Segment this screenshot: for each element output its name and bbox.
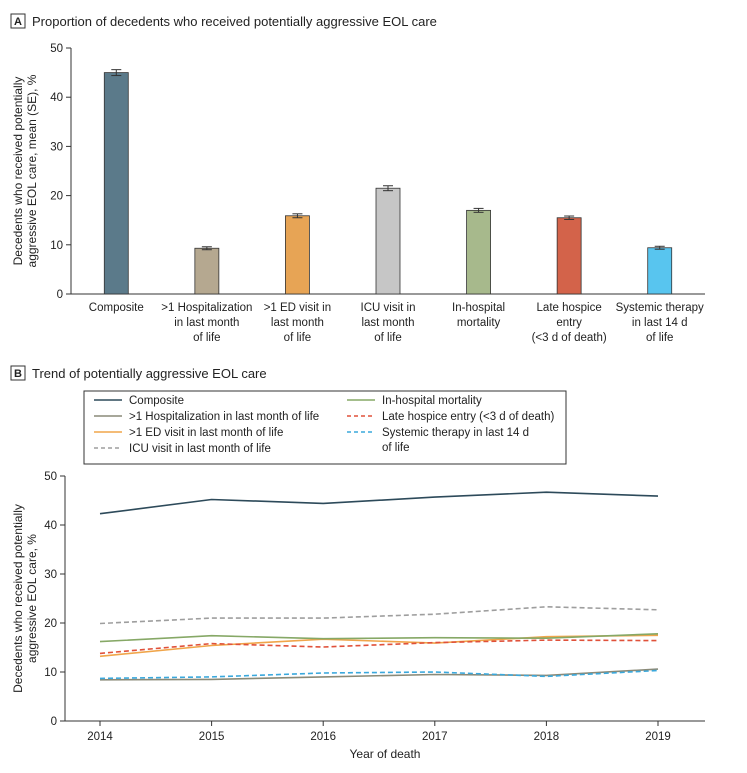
category-label: in last month [174, 317, 239, 329]
y-tick-label: 30 [44, 569, 57, 581]
bar-chart: 0 10 20 30 40 50 Decedents who received potent… [11, 43, 705, 344]
panel-a-title: Proportion of decedents who received pot… [32, 14, 437, 29]
x-tick-label: 2017 [422, 731, 448, 743]
category-label: (<3 d of death) [532, 332, 607, 344]
category-label: in last 14 d [632, 317, 688, 329]
legend-item: Late hospice entry (<3 d of death) [347, 411, 554, 423]
y-axis-label-line: aggressive EOL care, % [25, 534, 39, 663]
panel-b-header: B Trend of potentially aggressive EOL ca… [10, 365, 267, 381]
y-tick-label: 50 [44, 471, 57, 483]
legend-item: >1 Hospitalization in last month of life [94, 411, 319, 423]
y-tick-label: 20 [50, 191, 63, 203]
category-label: entry [556, 317, 582, 329]
bar-6 [556, 217, 582, 295]
panel-b-letter-box [10, 365, 26, 381]
y-tick-label: 0 [51, 716, 57, 728]
category-label: last month [271, 317, 324, 329]
panel-a-letter-box [10, 13, 26, 29]
category-label: last month [361, 317, 414, 329]
y-tick-label: 10 [50, 240, 63, 252]
x-tick-label: 2019 [645, 731, 671, 743]
category-label: of life [646, 332, 674, 344]
legend-item: In-hospital mortality [347, 395, 482, 407]
legend-label: Systemic therapy in last 14 d [382, 427, 529, 439]
category-label: Late hospice [537, 302, 602, 314]
category-label: of life [284, 332, 312, 344]
panel-a-letter: A [14, 16, 22, 28]
x-axis-label: Year of death [350, 747, 421, 761]
bar-7 [647, 247, 673, 295]
legend-label: >1 Hospitalization in last month of life [129, 411, 319, 423]
legend-item: ICU visit in last month of life [94, 443, 271, 455]
series-line-4 [99, 605, 659, 625]
y-axis-label-line: Decedents who received potentially [11, 77, 25, 266]
category-label: ICU visit in [361, 302, 416, 314]
y-axis-label: Decedents who received potentiallyaggres… [11, 504, 39, 693]
y-axis-label-line: Decedents who received potentially [11, 504, 25, 693]
y-tick-label: 20 [44, 618, 57, 630]
series-line-1 [99, 491, 659, 515]
series-line-2 [99, 668, 659, 681]
y-tick-label: 0 [57, 289, 63, 301]
y-axis-label: Decedents who received potentiallyaggres… [11, 74, 39, 267]
x-tick-label: 2018 [534, 731, 560, 743]
category-label: >1 Hospitalization [161, 302, 252, 314]
series-line-3 [99, 634, 659, 658]
legend-item: Composite [94, 395, 184, 407]
bar-5 [466, 209, 491, 295]
panel-b-letter: B [14, 368, 22, 380]
legend-label: ICU visit in last month of life [129, 443, 271, 455]
category-label: mortality [457, 317, 501, 329]
x-tick-label: 2016 [310, 731, 336, 743]
series-line-5 [99, 633, 659, 643]
legend-item: >1 ED visit in last month of life [94, 427, 283, 439]
bar-2 [194, 247, 220, 295]
bar-4 [375, 187, 401, 295]
y-axis-label-line: aggressive EOL care, mean (SE), % [25, 74, 39, 267]
legend-box [83, 390, 567, 465]
y-tick-label: 40 [50, 92, 63, 104]
x-tick-label: 2014 [87, 731, 113, 743]
category-label: of life [193, 332, 221, 344]
category-label: In-hospital [452, 302, 505, 314]
y-tick-label: 30 [50, 141, 63, 153]
bar-1 [103, 72, 129, 295]
panel-a-header: A Proportion of decedents who received p… [10, 13, 437, 29]
y-tick-label: 50 [50, 43, 63, 55]
legend-item: Systemic therapy in last 14 d of life [347, 427, 529, 454]
series-line-7 [99, 669, 659, 680]
legend-label: of life [382, 442, 410, 454]
line-chart: Composite In-hospital mortality >1 Hospita… [11, 390, 705, 761]
legend-label: In-hospital mortality [382, 395, 482, 407]
y-tick-label: 40 [44, 520, 57, 532]
category-label: Composite [89, 302, 144, 314]
legend-label: Late hospice entry (<3 d of death) [382, 411, 554, 423]
legend: Composite In-hospital mortality >1 Hospita… [83, 390, 567, 465]
bar-3 [285, 215, 310, 295]
series-line-6 [99, 639, 659, 655]
category-label: >1 ED visit in [264, 302, 331, 314]
category-label: of life [374, 332, 402, 344]
panel-b-title: Trend of potentially aggressive EOL care [32, 366, 267, 381]
category-label: Systemic therapy [616, 302, 704, 314]
legend-label: >1 ED visit in last month of life [129, 427, 283, 439]
x-tick-label: 2015 [199, 731, 225, 743]
legend-label: Composite [129, 395, 184, 407]
y-tick-label: 10 [44, 667, 57, 679]
